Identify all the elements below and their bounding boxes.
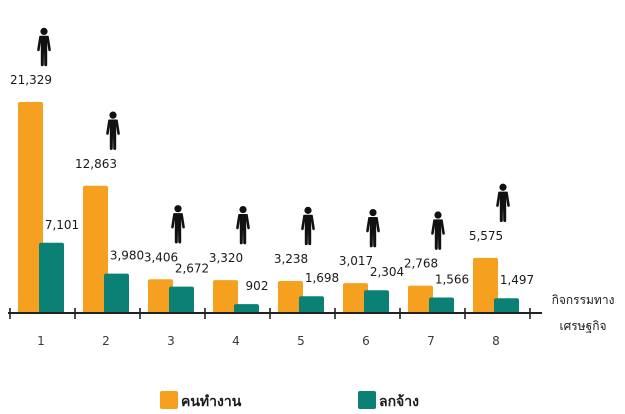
person-icon	[301, 206, 315, 246]
x-tick-label-2: 2	[102, 334, 110, 348]
value-label-workers-7: 2,768	[404, 257, 438, 271]
x-axis-title-line-2: เศรษฐกิจ	[560, 319, 607, 333]
value-label-employees-2: 3,980	[110, 249, 144, 263]
value-label-employees-7: 1,566	[435, 273, 469, 287]
bar-employees-6	[364, 290, 389, 313]
value-label-workers-3: 3,406	[144, 250, 178, 264]
value-label-employees-1: 7,101	[45, 218, 79, 232]
bar-workers-8	[473, 257, 498, 313]
value-label-workers-6: 3,017	[339, 254, 373, 268]
value-label-employees-3: 2,672	[175, 262, 209, 276]
bar-workers-3	[148, 279, 173, 313]
x-tick-label-5: 5	[297, 334, 305, 348]
person-icon	[366, 208, 380, 248]
bar-employees-1	[39, 242, 64, 313]
value-label-employees-6: 2,304	[370, 265, 404, 279]
x-tick-label-8: 8	[492, 334, 500, 348]
legend-swatch-1	[160, 391, 178, 409]
bar-employees-2	[104, 273, 129, 313]
x-tick-label-3: 3	[167, 334, 175, 348]
value-label-workers-4: 3,320	[209, 251, 243, 265]
bar-workers-2	[83, 185, 108, 313]
bar-employees-7	[429, 297, 454, 313]
bar-employees-3	[169, 286, 194, 313]
x-tick-label-6: 6	[362, 334, 370, 348]
person-icon	[496, 183, 510, 223]
person-icon	[236, 205, 250, 245]
x-tick-label-7: 7	[427, 334, 435, 348]
bar-employees-8	[494, 298, 519, 313]
x-tick-label-4: 4	[232, 334, 240, 348]
value-labels-layer: 21,329 7,101 12,863 3,980 3,4062,6723,320902…	[10, 73, 534, 293]
bar-workers-4	[213, 280, 238, 313]
bar-workers-6	[343, 283, 368, 313]
person-icon	[431, 211, 445, 250]
legend-swatch-2	[358, 391, 376, 409]
person-icon	[106, 111, 120, 150]
bar-workers-7	[408, 285, 433, 313]
value-label-employees-5: 1,698	[305, 271, 339, 285]
value-label-workers-1: 21,329	[10, 73, 52, 87]
value-label-workers-5: 3,238	[274, 252, 308, 266]
bar-employees-5	[299, 296, 324, 313]
person-icon	[37, 27, 51, 67]
x-axis-title-line-1: กิจกรรมทาง	[552, 293, 615, 307]
value-label-employees-8: 1,497	[500, 273, 534, 287]
x-tick-label-1: 1	[37, 334, 45, 348]
bar-employees-4	[234, 304, 259, 313]
person-icon	[171, 205, 185, 244]
person-icons-layer	[37, 27, 510, 250]
value-label-workers-2: 12,863	[75, 157, 117, 171]
bar-workers-5	[278, 280, 303, 313]
legend-label-2: ลกจ้าง	[379, 394, 419, 410]
value-label-workers-8: 5,575	[469, 229, 503, 243]
legend: คนทำงาน ลกจ้าง	[160, 391, 419, 410]
legend-label-1: คนทำงาน	[181, 394, 242, 410]
bars-layer	[18, 102, 519, 313]
bar-workers-1	[18, 102, 43, 313]
value-label-employees-4: 902	[246, 279, 269, 293]
